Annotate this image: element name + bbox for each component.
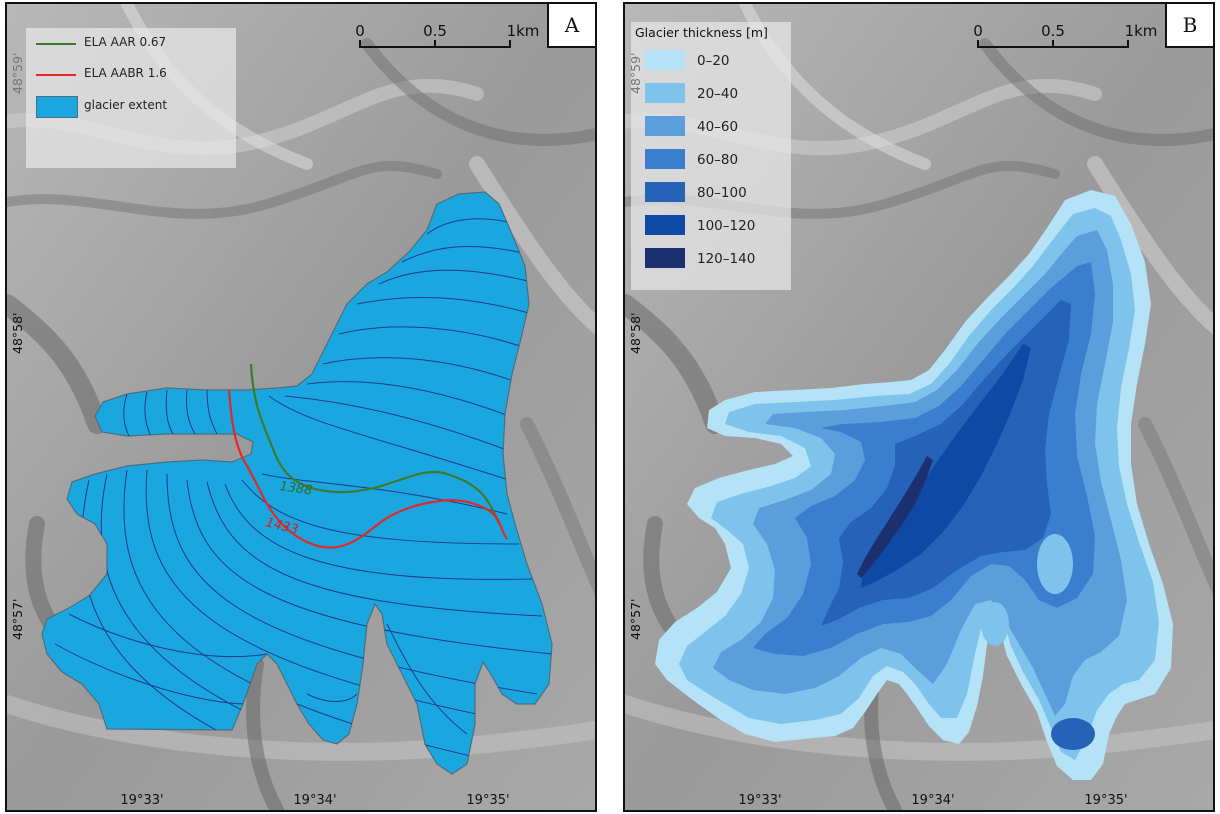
panel-a-map: 1388 1433: [7, 4, 595, 810]
legend-label-60-80: 60–80: [697, 152, 739, 168]
lon-label-3: 19°35': [466, 793, 510, 808]
legend-swatch-glacier-extent: [36, 96, 78, 118]
panel-b-glacier-thickness: Glacier thickness [m] 0–20 20–40 40–60 6…: [623, 2, 1215, 812]
thickness-patch-thin: [981, 602, 1009, 646]
thickness-patch-thick: [1051, 718, 1095, 750]
panel-letter-a: A: [547, 4, 595, 48]
lat-label-2: 48°58': [628, 312, 643, 355]
scalebar-a: 0 0.5 1km: [355, 22, 539, 62]
scalebar-tick: [434, 40, 436, 48]
legend-swatch-60-80: [645, 149, 685, 169]
thickness-patch-thin: [1037, 534, 1073, 594]
scalebar-label-0: 0: [355, 22, 365, 40]
legend-label-20-40: 20–40: [697, 86, 739, 102]
legend-label-0-20: 0–20: [697, 53, 730, 69]
legend-label-100-120: 100–120: [697, 218, 756, 234]
scalebar-tick: [359, 40, 361, 48]
legend-label-40-60: 40–60: [697, 119, 739, 135]
legend-swatch-0-20: [645, 50, 685, 70]
thickness-zone-120-140: [857, 456, 933, 578]
legend-label-80-100: 80–100: [697, 185, 747, 201]
thickness-zone-100-120: [861, 344, 1031, 588]
legend-label-ela-aabr: ELA AABR 1.6: [84, 66, 167, 80]
legend-b: Glacier thickness [m] 0–20 20–40 40–60 6…: [631, 22, 791, 290]
scalebar-label-half: 0.5: [1041, 22, 1065, 40]
scalebar-b: 0 0.5 1km: [973, 22, 1157, 62]
legend-title-thickness: Glacier thickness [m]: [635, 25, 768, 40]
lon-label-1: 19°33': [120, 793, 164, 808]
lat-label-2: 48°58': [10, 312, 25, 355]
thickness-zones: [655, 190, 1173, 780]
scalebar-tick: [1127, 40, 1129, 48]
legend-swatch-80-100: [645, 182, 685, 202]
legend-label-120-140: 120–140: [697, 251, 756, 267]
scalebar-tick: [977, 40, 979, 48]
scalebar-tick: [1052, 40, 1054, 48]
lon-label-2: 19°34': [911, 793, 955, 808]
ela-aar-value: 1388: [278, 479, 313, 498]
panel-b-map: [625, 4, 1213, 810]
lat-label-1: 48°59': [628, 52, 643, 95]
legend-a: ELA AAR 0.67 ELA AABR 1.6 glacier extent: [26, 28, 236, 168]
legend-label-ela-aar: ELA AAR 0.67: [84, 35, 167, 49]
lon-label-3: 19°35': [1084, 793, 1128, 808]
legend-swatch-40-60: [645, 116, 685, 136]
lat-label-1: 48°59': [10, 52, 25, 95]
panel-letter-b: B: [1165, 4, 1213, 48]
scalebar-label-1km: 1km: [1124, 22, 1158, 40]
lat-label-3: 48°57': [628, 598, 643, 641]
legend-label-glacier-extent: glacier extent: [84, 98, 168, 112]
legend-swatch-100-120: [645, 215, 685, 235]
lon-label-1: 19°33': [738, 793, 782, 808]
lon-label-2: 19°34': [293, 793, 337, 808]
legend-swatch-ela-aar: [36, 43, 76, 45]
legend-swatch-120-140: [645, 248, 685, 268]
panel-a-glacier-extent: 1388 1433 ELA AAR 0.67 ELA AABR 1.6 glac…: [5, 2, 597, 812]
legend-swatch-ela-aabr: [36, 74, 76, 76]
ela-aar-line: [249, 363, 501, 525]
lat-label-3: 48°57': [10, 598, 25, 641]
scalebar-tick: [509, 40, 511, 48]
legend-swatch-20-40: [645, 83, 685, 103]
ela-aabr-line: [227, 389, 508, 549]
glacier-extent-polygon: [41, 191, 553, 775]
scalebar-label-half: 0.5: [423, 22, 447, 40]
scalebar-label-0: 0: [973, 22, 983, 40]
scalebar-label-1km: 1km: [506, 22, 540, 40]
